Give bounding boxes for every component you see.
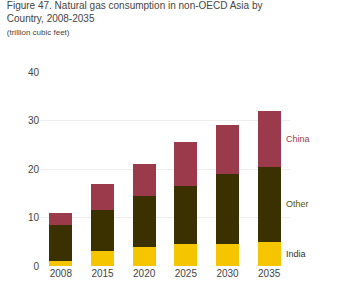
svg-text:20: 20 <box>28 164 40 175</box>
svg-text:2030: 2030 <box>216 268 239 279</box>
svg-text:2015: 2015 <box>91 268 114 279</box>
svg-text:Other: Other <box>286 199 309 209</box>
svg-text:2008: 2008 <box>50 268 73 279</box>
svg-text:2020: 2020 <box>133 268 156 279</box>
svg-text:2035: 2035 <box>258 268 281 279</box>
svg-text:India: India <box>286 249 306 259</box>
svg-text:Figure 47. Natural gas consump: Figure 47. Natural gas consumption in no… <box>7 0 263 37</box>
svg-text:China: China <box>286 134 310 144</box>
svg-text:2025: 2025 <box>175 268 198 279</box>
svg-text:30: 30 <box>28 115 40 126</box>
svg-text:0: 0 <box>33 261 39 272</box>
svg-text:40: 40 <box>28 67 40 78</box>
svg-text:10: 10 <box>28 212 40 223</box>
